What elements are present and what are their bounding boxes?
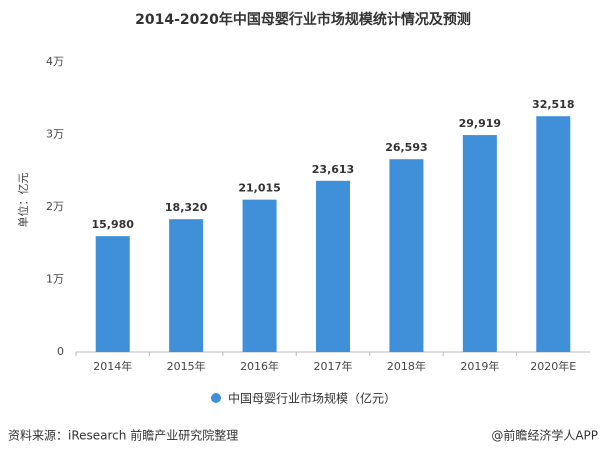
bar xyxy=(536,116,571,352)
x-tick-label: 2016年 xyxy=(240,359,279,373)
value-label: 21,015 xyxy=(238,182,280,195)
x-tick-label: 2014年 xyxy=(93,359,132,373)
credit: @前瞻经济学人APP xyxy=(491,428,598,443)
x-tick-label: 2017年 xyxy=(314,359,353,373)
x-tick-label: 2015年 xyxy=(167,359,206,373)
value-label: 26,593 xyxy=(385,141,427,154)
x-tick-label: 2019年 xyxy=(460,359,499,373)
bar xyxy=(95,236,130,352)
value-label: 18,320 xyxy=(165,201,208,214)
legend-label: 中国母婴行业市场规模（亿元） xyxy=(228,391,396,406)
bar xyxy=(316,180,350,352)
y-tick-label: 3万 xyxy=(46,128,64,141)
bar xyxy=(242,199,277,352)
source-note: 资料来源：iResearch 前瞻产业研究院整理 xyxy=(8,428,238,443)
x-tick-label: 2020年E xyxy=(530,359,576,373)
value-label: 23,613 xyxy=(312,163,354,176)
value-label: 15,980 xyxy=(91,218,134,231)
legend-marker xyxy=(211,393,221,403)
y-tick-label: 2万 xyxy=(46,200,64,213)
y-tick-label: 4万 xyxy=(46,55,64,68)
y-tick-label: 0 xyxy=(57,345,64,358)
chart-title: 2014-2020年中国母婴行业市场规模统计情况及预测 xyxy=(135,11,471,28)
bar xyxy=(389,159,424,352)
bar xyxy=(462,135,497,352)
bar xyxy=(169,219,204,352)
value-label: 32,518 xyxy=(532,98,574,111)
y-axis-label: 单位：亿元 xyxy=(16,173,30,228)
y-tick-label: 1万 xyxy=(46,273,64,286)
x-tick-label: 2018年 xyxy=(387,359,426,373)
value-label: 29,919 xyxy=(459,117,501,130)
